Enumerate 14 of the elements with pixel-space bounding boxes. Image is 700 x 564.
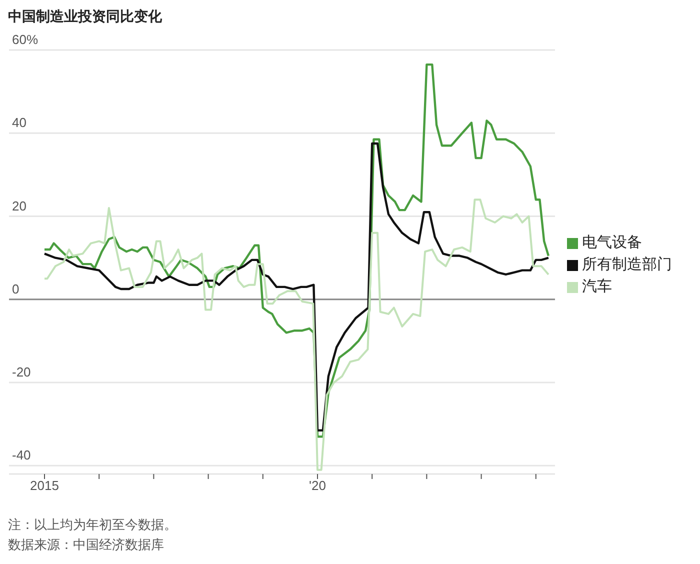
chart-title: 中国制造业投资同比变化: [8, 8, 163, 26]
y-tick-label: 20: [12, 198, 26, 214]
y-tick-label: 40: [12, 115, 26, 130]
legend-label: 电气设备: [582, 234, 642, 251]
x-tick-label: 2015: [30, 478, 59, 494]
source-note: 数据来源：中国经济数据库: [8, 536, 165, 554]
text: 注：以上均为年初至今数据。: [8, 516, 178, 534]
legend-label: 所有制造部门: [582, 256, 672, 273]
x-tick-label: '20: [309, 478, 326, 494]
y-tick-label: 60%: [12, 32, 38, 47]
y-tick-label: 0: [12, 281, 20, 296]
y-tick-label: -40: [12, 448, 31, 463]
legend-label: 汽车: [582, 278, 612, 295]
y-tick-label: -20: [12, 364, 31, 380]
